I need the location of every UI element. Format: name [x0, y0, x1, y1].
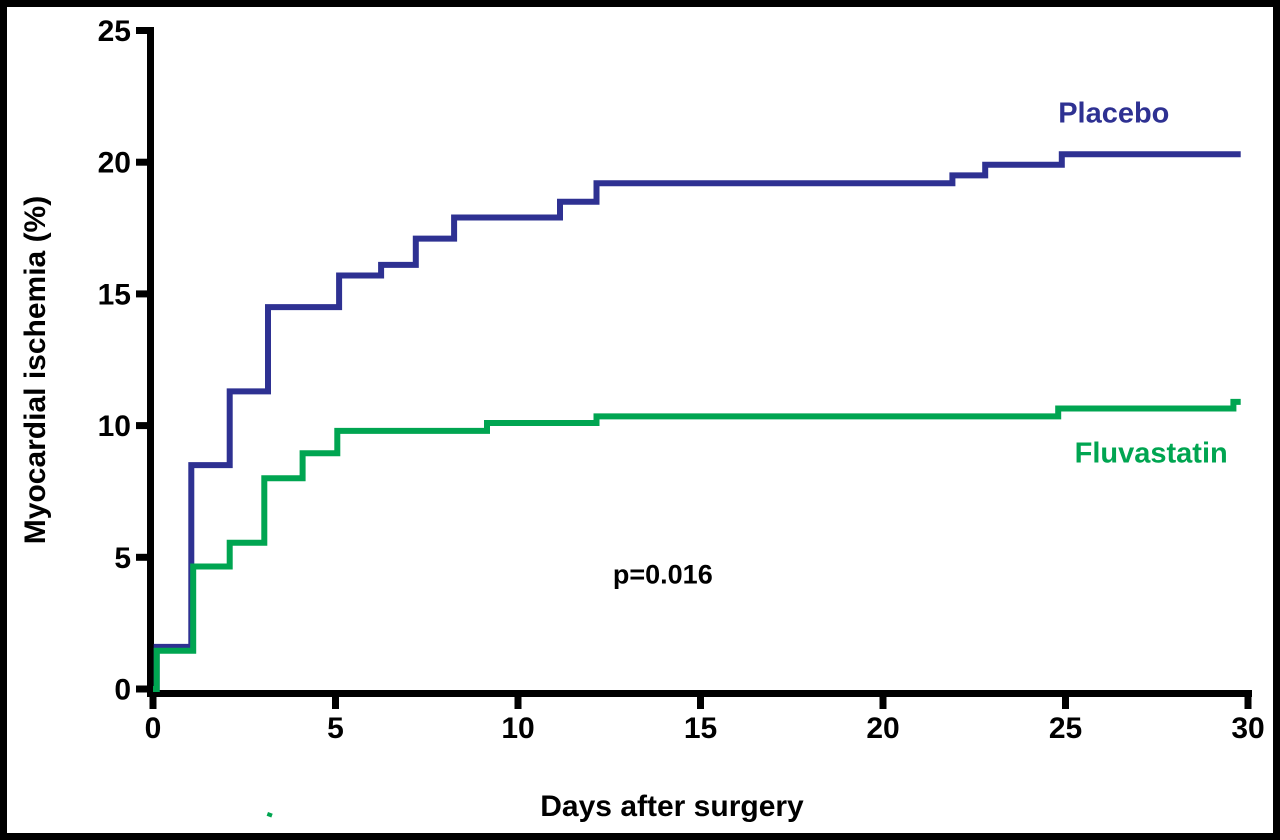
y-tick	[136, 685, 148, 693]
y-tick	[136, 158, 148, 166]
y-axis-spine	[147, 27, 154, 697]
y-axis-title: Myocardial ischemia (%)	[19, 196, 52, 544]
y-tick-label: 20	[98, 147, 131, 180]
x-tick	[149, 697, 157, 709]
x-tick-label: 5	[327, 712, 344, 745]
y-tick	[136, 422, 148, 430]
x-tick	[1062, 697, 1069, 709]
x-axis-title: Days after surgery	[540, 790, 804, 823]
km-chart: 0 5 10 15 20 25 0 5 10 15 20 25 30 Myocardial ischemi…	[19, 15, 1265, 823]
y-tick-label: 15	[98, 278, 131, 311]
series-line-fluvastatin	[153, 398, 1241, 692]
y-tick	[136, 27, 148, 34]
p-value-annotation: p=0.016	[613, 560, 713, 590]
y-tick-label: 25	[98, 15, 131, 48]
stray-green-mark	[266, 812, 273, 818]
x-tick	[697, 697, 704, 709]
y-tick	[136, 553, 148, 561]
x-tick-label: 0	[145, 712, 162, 745]
series-line-placebo	[153, 151, 1241, 692]
y-tick	[136, 290, 148, 298]
x-tick-label: 30	[1231, 712, 1264, 745]
x-tick-label: 15	[684, 712, 717, 745]
x-tick	[879, 697, 887, 709]
series-label-placebo: Placebo	[1058, 98, 1169, 130]
x-tick	[332, 697, 339, 709]
y-tick-label: 10	[98, 410, 131, 443]
x-tick-label: 25	[1049, 712, 1082, 745]
y-tick-label: 5	[114, 542, 131, 575]
x-tick	[514, 697, 522, 709]
series-label-fluvastatin: Fluvastatin	[1075, 437, 1228, 469]
x-tick-label: 10	[501, 712, 534, 745]
y-tick-label: 0	[114, 674, 131, 707]
x-tick	[1244, 697, 1252, 709]
x-tick-label: 20	[866, 712, 899, 745]
x-axis-spine	[147, 690, 1252, 697]
